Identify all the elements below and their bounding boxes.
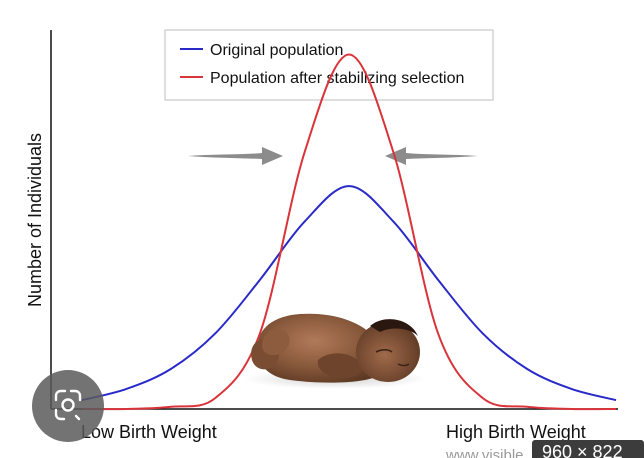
image-search-button[interactable]: [32, 370, 104, 442]
legend-box: [164, 29, 494, 101]
x-tick-label-high: High Birth Weight: [446, 422, 586, 442]
legend: Original population Population after sta…: [164, 29, 494, 101]
right-inward-arrow: [385, 147, 478, 165]
image-search-icon: [54, 389, 82, 421]
x-tick-label-low: Low Birth Weight: [81, 422, 217, 442]
sleeping-baby-illustration: [243, 313, 427, 389]
dimensions-badge: 960 × 822: [532, 440, 644, 458]
series-layer: [81, 53, 617, 411]
left-inward-arrow: [188, 147, 283, 165]
legend-label-after-selection: Population after stabilizing selection: [210, 70, 464, 87]
watermark-site-text: www.visible: [445, 447, 524, 458]
y-axis-label: Number of Individuals: [25, 133, 45, 307]
legend-label-original: Original population: [210, 42, 343, 59]
dimensions-badge-text: 960 × 822: [542, 442, 623, 458]
series-line-after-stabilizing-selection: [81, 53, 617, 411]
series-line-original-population: [81, 185, 617, 402]
